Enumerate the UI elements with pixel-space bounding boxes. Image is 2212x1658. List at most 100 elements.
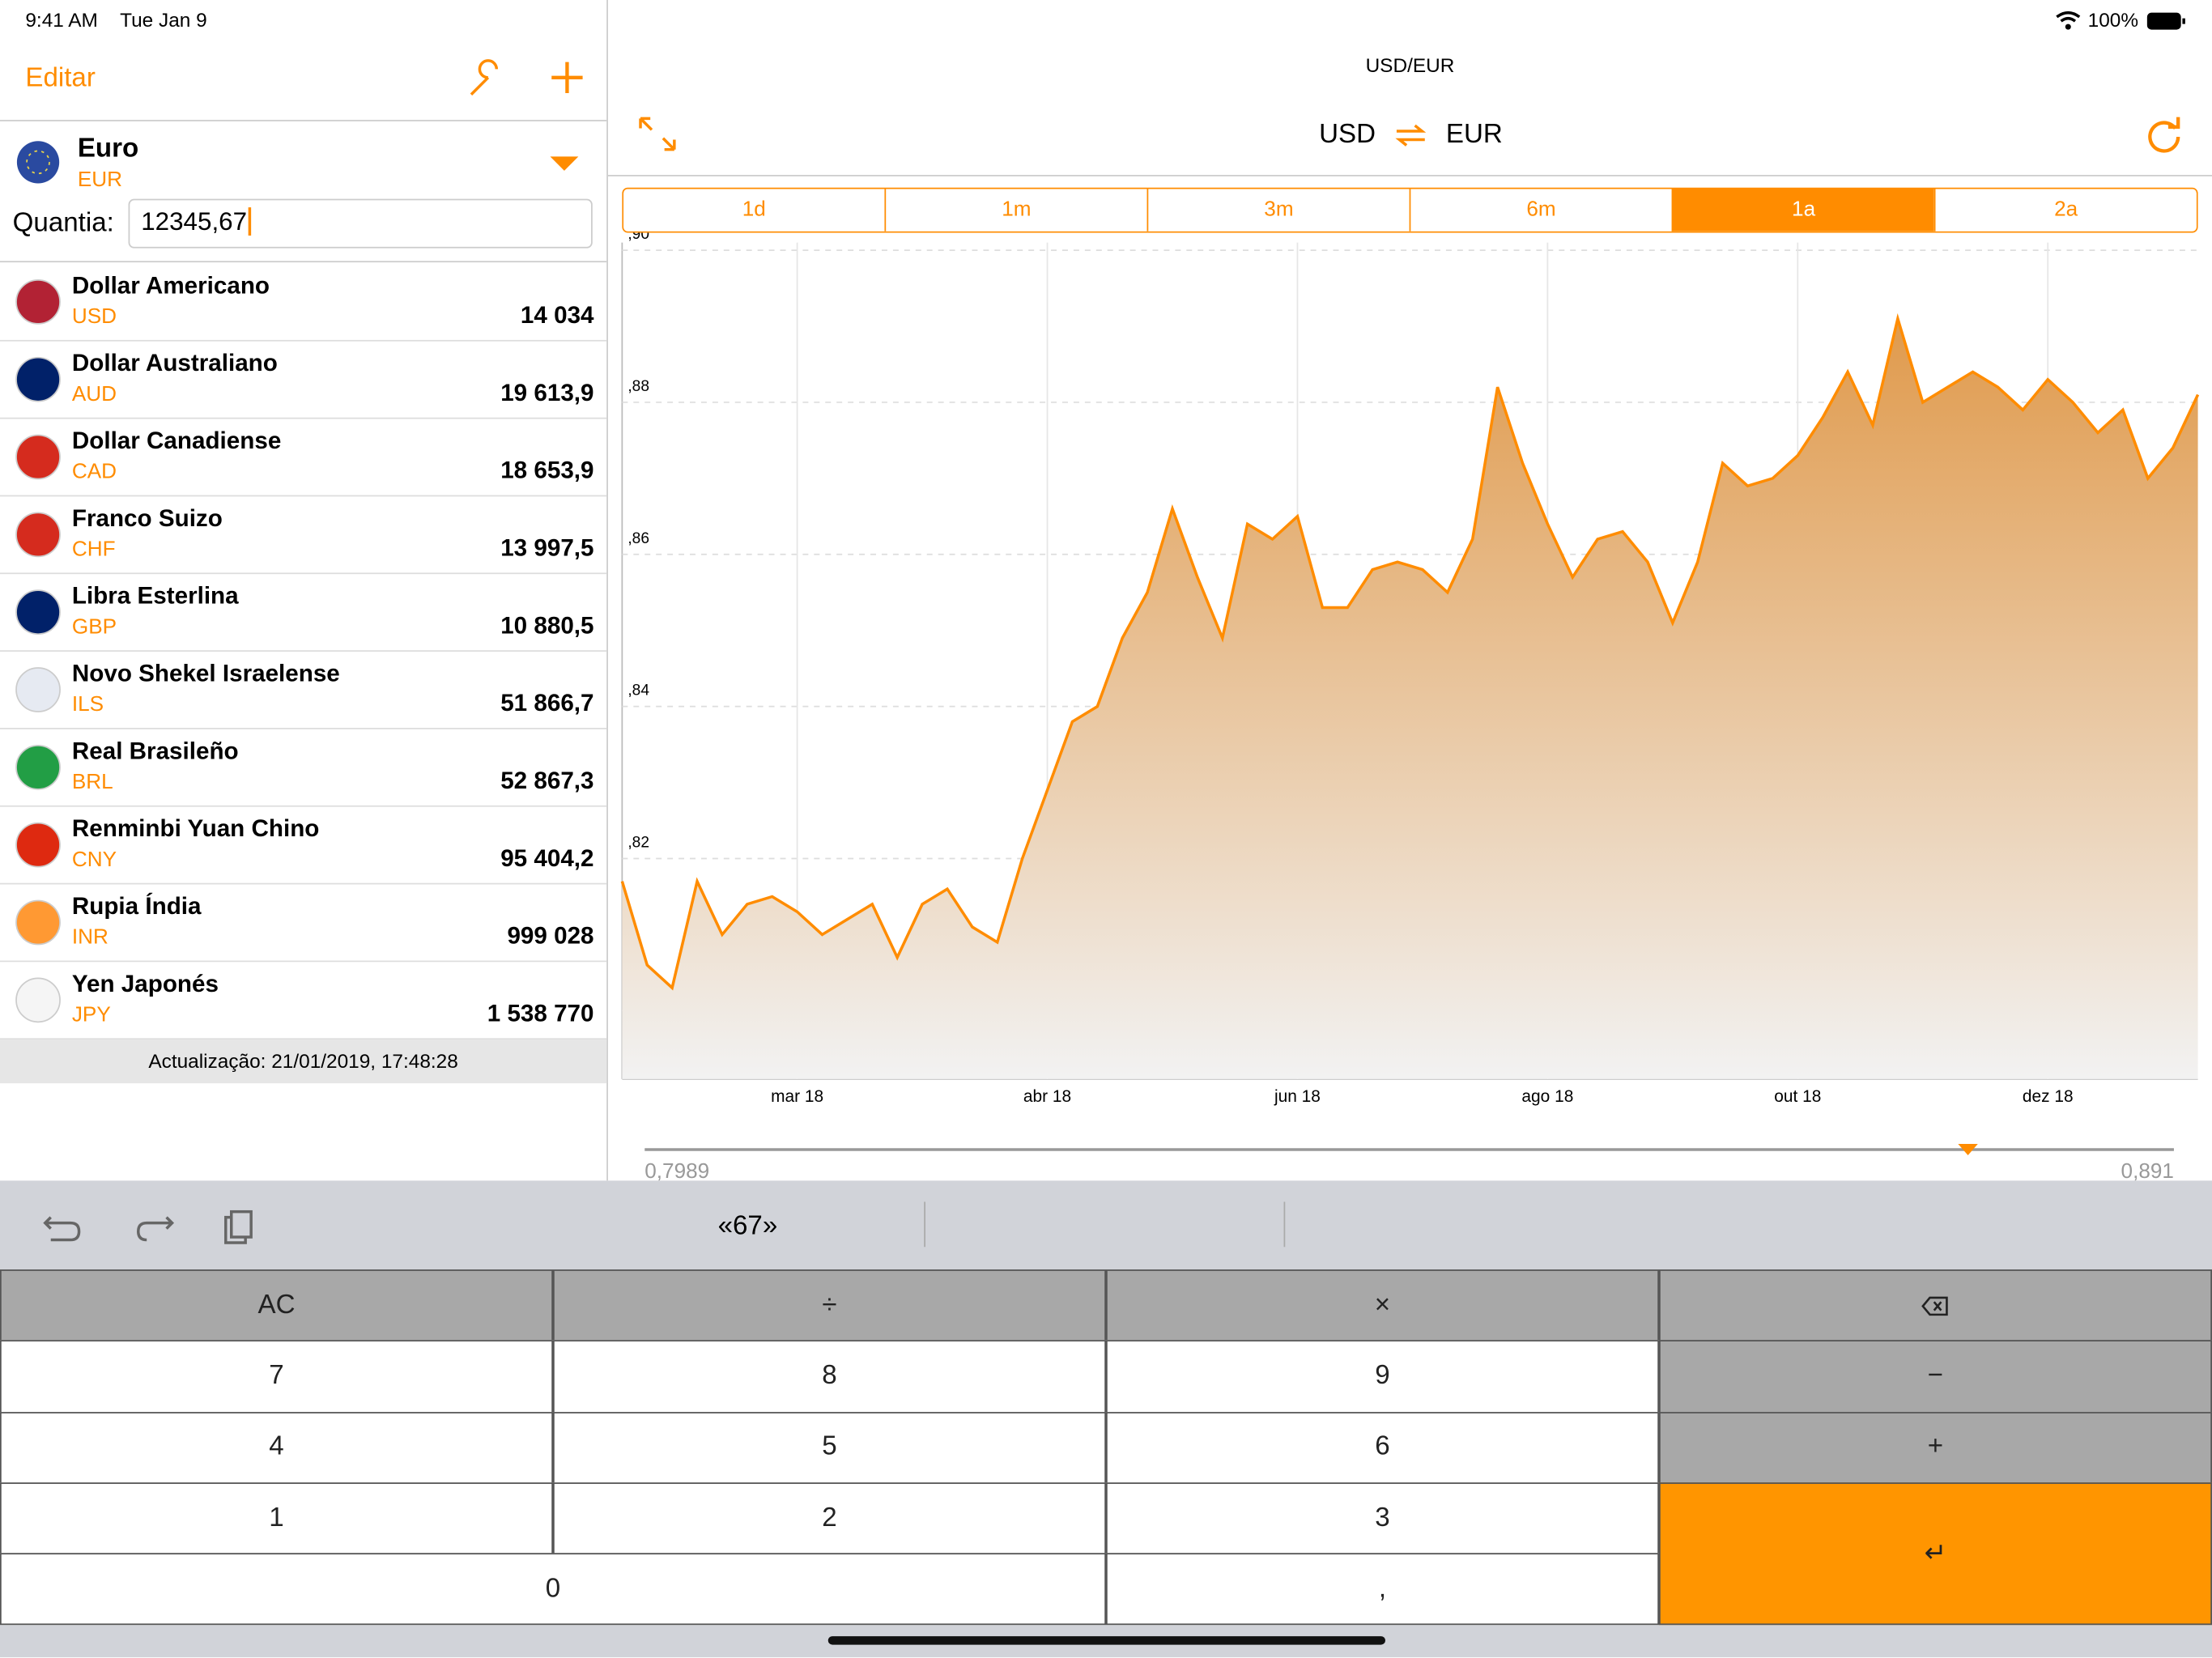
key[interactable]: × xyxy=(1106,1269,1660,1342)
currency-code: USD xyxy=(71,304,117,329)
range-tabs: 1d 1m 3m 6m 1a 2a xyxy=(622,187,2198,233)
slider-max: 0,891 xyxy=(2121,1158,2174,1183)
currency-code: CNY xyxy=(71,848,117,872)
key[interactable]: 9 xyxy=(1106,1340,1660,1414)
edit-button[interactable]: Editar xyxy=(25,63,96,93)
currency-name: Renminbi Yuan Chino xyxy=(71,815,320,843)
amount-input[interactable]: 12345,67 xyxy=(128,198,593,249)
flag xyxy=(15,278,61,325)
keypad: AC ÷ × 7 8 9− 4 5 6 +1 2 3 ↵ 0, xyxy=(0,1269,2212,1626)
toolbar-icons[interactable] xyxy=(462,57,589,102)
currency-code: GBP xyxy=(71,614,117,640)
suggestion[interactable]: «67» xyxy=(717,1211,778,1242)
backspace-key[interactable] xyxy=(1659,1269,2212,1341)
separator xyxy=(924,1201,925,1248)
key[interactable]: ÷ xyxy=(553,1269,1107,1342)
y-tick-label: ,84 xyxy=(627,682,649,699)
currency-value: 10 880,5 xyxy=(500,612,594,640)
update-text: Actualização: 21/01/2019, 17:48:28 xyxy=(148,1049,458,1073)
from-currency[interactable]: USD xyxy=(1319,120,1376,150)
currency-row[interactable]: Real Brasileño BRL 52 867,3 xyxy=(0,728,607,807)
separator xyxy=(0,261,607,263)
y-tick-label: ,90 xyxy=(627,232,649,243)
currency-value: 95 404,2 xyxy=(500,844,594,872)
key[interactable]: AC xyxy=(0,1269,554,1342)
key[interactable]: 2 xyxy=(553,1482,1107,1555)
flag xyxy=(15,977,61,1023)
currency-row[interactable]: Rupia Índia INR 999 028 xyxy=(0,883,607,963)
key[interactable]: 4 xyxy=(0,1411,554,1484)
currency-row[interactable]: Dollar Australiano AUD 19 613,9 xyxy=(0,340,607,419)
base-name: Euro xyxy=(77,134,139,164)
currency-row[interactable]: Libra Esterlina GBP 10 880,5 xyxy=(0,572,607,652)
base-code: EUR xyxy=(77,168,123,192)
flag xyxy=(16,141,60,184)
key[interactable]: ↵ xyxy=(1659,1482,2212,1626)
key[interactable]: + xyxy=(1659,1411,2212,1484)
key[interactable]: 7 xyxy=(0,1340,554,1414)
key[interactable]: 3 xyxy=(1106,1482,1660,1555)
currency-name: Franco Suizo xyxy=(71,504,223,532)
slider-min: 0,7989 xyxy=(644,1158,709,1183)
range-tab[interactable]: 6m xyxy=(1409,189,1672,232)
range-tab[interactable]: 3m xyxy=(1146,189,1410,232)
slider-thumb[interactable] xyxy=(1958,1144,1978,1155)
range-tab[interactable]: 1m xyxy=(884,189,1147,232)
swap-icon[interactable] xyxy=(1393,123,1427,148)
range-tab[interactable]: 1d xyxy=(623,189,885,232)
key[interactable]: 6 xyxy=(1106,1411,1660,1484)
currency-value: 51 866,7 xyxy=(500,690,594,717)
status-date: Tue Jan 9 xyxy=(120,8,207,32)
currency-row[interactable]: Franco Suizo CHF 13 997,5 xyxy=(0,495,607,575)
key[interactable]: 5 xyxy=(553,1411,1107,1484)
home-indicator xyxy=(827,1636,1385,1645)
key[interactable]: − xyxy=(1659,1340,2212,1414)
undo-redo-paste[interactable] xyxy=(42,1209,268,1248)
status-time: 9:41 AM xyxy=(25,8,98,32)
currency-code: CAD xyxy=(71,460,117,484)
keyboard: «67» AC ÷ × 7 8 9− 4 5 6 +1 2 3 ↵ 0, xyxy=(0,1180,2212,1658)
status-icons xyxy=(2056,11,2185,30)
key[interactable]: , xyxy=(1106,1553,1660,1626)
currency-row[interactable]: Dollar Americano USD 14 034 xyxy=(0,262,607,342)
y-tick-label: ,88 xyxy=(627,378,649,395)
dropdown[interactable] xyxy=(550,155,579,172)
amount-label: Quantia: xyxy=(12,208,114,239)
x-tick-label: out 18 xyxy=(1774,1087,1821,1106)
x-tick-label: jun 18 xyxy=(1274,1087,1321,1106)
currency-row[interactable]: Dollar Canadiense CAD 18 653,9 xyxy=(0,418,607,497)
currency-row[interactable]: Renminbi Yuan Chino CNY 95 404,2 xyxy=(0,806,607,885)
currency-code: JPY xyxy=(71,1002,111,1027)
flag xyxy=(15,899,61,946)
currency-value: 999 028 xyxy=(507,922,594,950)
key[interactable]: 8 xyxy=(553,1340,1107,1414)
refresh-icon[interactable] xyxy=(2144,116,2184,155)
currency-name: Dollar Americano xyxy=(71,272,270,300)
key[interactable]: 0 xyxy=(0,1553,1107,1626)
flag xyxy=(15,512,61,558)
currency-name: Real Brasileño xyxy=(71,738,239,765)
flag xyxy=(15,744,61,790)
divider xyxy=(606,0,608,1181)
x-tick-label: ago 18 xyxy=(1521,1087,1573,1106)
currency-name: Dollar Canadiense xyxy=(71,427,282,455)
x-tick-label: mar 18 xyxy=(771,1087,823,1106)
range-tab[interactable]: 2a xyxy=(1933,189,2197,232)
range-tab[interactable]: 1a xyxy=(1671,189,1934,232)
caret xyxy=(248,207,252,236)
battery-text: 100% xyxy=(2087,8,2139,32)
amount-text: 12345,67 xyxy=(141,207,248,236)
currency-code: CHF xyxy=(71,537,116,562)
currency-row[interactable]: Yen Japonés JPY 1 538 770 xyxy=(0,961,607,1040)
currency-value: 18 653,9 xyxy=(500,457,594,484)
area-fill xyxy=(622,318,2198,1079)
currency-row[interactable]: Novo Shekel Israelense ILS 51 866,7 xyxy=(0,650,607,729)
currency-code: BRL xyxy=(71,770,113,794)
to-currency[interactable]: EUR xyxy=(1445,120,1503,150)
x-tick-label: dez 18 xyxy=(2023,1087,2074,1106)
area-line xyxy=(620,312,2200,991)
separator xyxy=(1283,1201,1286,1248)
expand-icon[interactable] xyxy=(638,116,678,152)
key[interactable]: 1 xyxy=(0,1482,554,1555)
